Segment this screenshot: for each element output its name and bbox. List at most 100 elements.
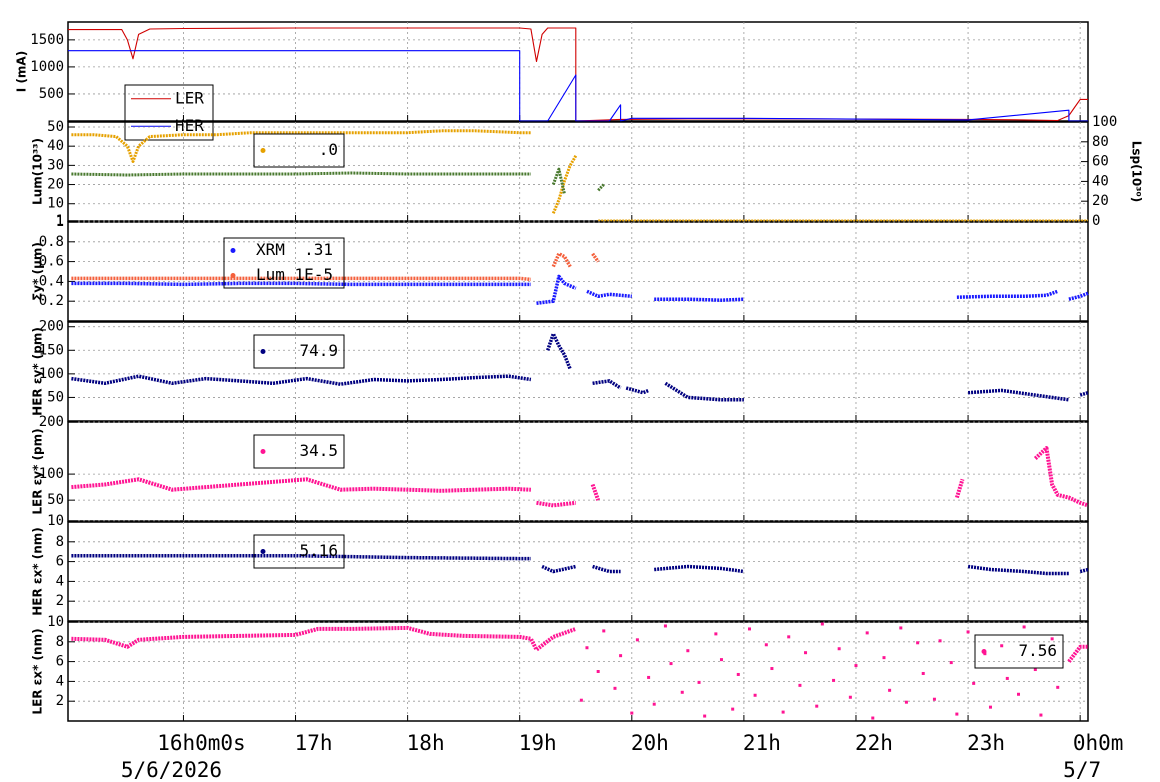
data-band: [71, 553, 1089, 576]
data-point: [787, 635, 791, 639]
data-point: [972, 681, 976, 685]
legend-label: 34.5: [299, 441, 338, 460]
data-band: [71, 625, 1088, 663]
data-point: [1017, 692, 1021, 696]
y-tick-label: 2: [56, 593, 64, 609]
y-tick-label: 8: [56, 534, 64, 550]
legend-box: [223, 237, 345, 289]
legend-box: [253, 534, 345, 569]
y2-tick-label: 80: [1092, 134, 1109, 150]
y-axis-label: HER εy* (pm): [31, 327, 45, 416]
data-point: [619, 654, 623, 658]
data-point: [747, 627, 751, 631]
legend-swatch: [230, 273, 236, 278]
legend-box: [253, 334, 345, 369]
legend-box: [974, 634, 1064, 669]
data-band: [71, 274, 1089, 305]
y-tick-label: 10: [47, 513, 64, 529]
data-point: [932, 697, 936, 701]
y-tick-label: 6: [56, 554, 64, 570]
y-tick-label: 10: [47, 614, 64, 630]
legend-label: LER: [175, 88, 204, 107]
data-point: [686, 649, 690, 653]
y-tick-label: 1: [56, 213, 64, 229]
y-tick-label: 0.6: [39, 254, 64, 270]
legend-label: XRM .31: [256, 240, 333, 259]
data-point: [770, 667, 774, 671]
legend-swatch: [260, 449, 266, 454]
data-point: [781, 710, 785, 714]
data-point: [921, 671, 925, 675]
y2-tick-label: 100: [1092, 114, 1117, 130]
y-tick-label: 100: [39, 366, 64, 382]
y-axis-label: I (mA): [15, 51, 29, 92]
y-tick-label: 4: [56, 573, 64, 589]
y-tick-label: 200: [39, 414, 64, 430]
data-band: [71, 332, 1089, 402]
data-point: [854, 664, 858, 668]
data-point: [888, 688, 892, 692]
data-point: [899, 626, 903, 630]
data-point: [731, 707, 735, 711]
panel-frame: [67, 421, 1089, 522]
data-point: [871, 716, 875, 720]
data-point: [652, 702, 656, 706]
data-point: [635, 638, 639, 642]
y-tick-label: 40: [47, 138, 64, 154]
legend-label: Lum 1E-5: [256, 265, 333, 284]
legend-swatch: [230, 248, 236, 253]
data-band: [71, 251, 600, 282]
y-tick-label: 50: [47, 119, 64, 135]
y-tick-label: 1500: [30, 32, 64, 48]
data-point: [1050, 637, 1054, 641]
legend-label: 74.9: [299, 341, 338, 360]
y-tick-label: 0.4: [39, 273, 64, 289]
y-tick-label: 100: [39, 466, 64, 482]
data-line: [68, 27, 1088, 122]
data-point: [1022, 625, 1026, 629]
data-point: [955, 712, 959, 716]
data-point: [938, 639, 942, 643]
data-point: [579, 698, 583, 702]
y2-axis-label: Lsp(10³⁰): [1130, 141, 1144, 203]
data-band: [71, 167, 605, 195]
data-point: [804, 651, 808, 655]
data-point: [1039, 713, 1043, 717]
data-point: [1056, 685, 1060, 689]
data-point: [988, 705, 992, 709]
y2-tick-label: 20: [1092, 193, 1109, 209]
y2-tick-label: 0: [1092, 213, 1100, 229]
data-point: [697, 680, 701, 684]
x-tick-label: 22h: [855, 731, 893, 755]
y-tick-label: 30: [47, 157, 64, 173]
data-point: [949, 661, 953, 665]
x-tick-label: 18h: [407, 731, 445, 755]
data-point: [647, 675, 651, 679]
x-tick-label: 17h: [295, 731, 333, 755]
data-point: [1033, 668, 1037, 672]
legend-swatch: [260, 349, 266, 354]
data-point: [1000, 644, 1004, 648]
data-point: [966, 630, 970, 634]
data-point: [753, 693, 757, 697]
data-point: [882, 656, 886, 660]
y2-tick-label: 60: [1092, 154, 1109, 170]
data-point: [815, 704, 819, 708]
y-tick-label: 1: [56, 214, 64, 230]
y-tick-label: 200: [39, 319, 64, 335]
data-point: [736, 672, 740, 676]
y-tick-label: 50: [47, 389, 64, 405]
y-tick-label: 6: [56, 654, 64, 670]
legend-swatch: [260, 148, 266, 153]
data-point: [714, 632, 718, 636]
data-point: [916, 641, 920, 645]
y-tick-label: 1000: [30, 59, 64, 75]
y-tick-label: 0.2: [39, 293, 64, 309]
y-tick-label: 2: [56, 693, 64, 709]
data-line: [68, 50, 1088, 122]
data-band: [71, 446, 1089, 508]
legend-label: 5.16: [299, 541, 338, 560]
data-point: [904, 700, 908, 704]
y-tick-label: 4: [56, 673, 64, 689]
